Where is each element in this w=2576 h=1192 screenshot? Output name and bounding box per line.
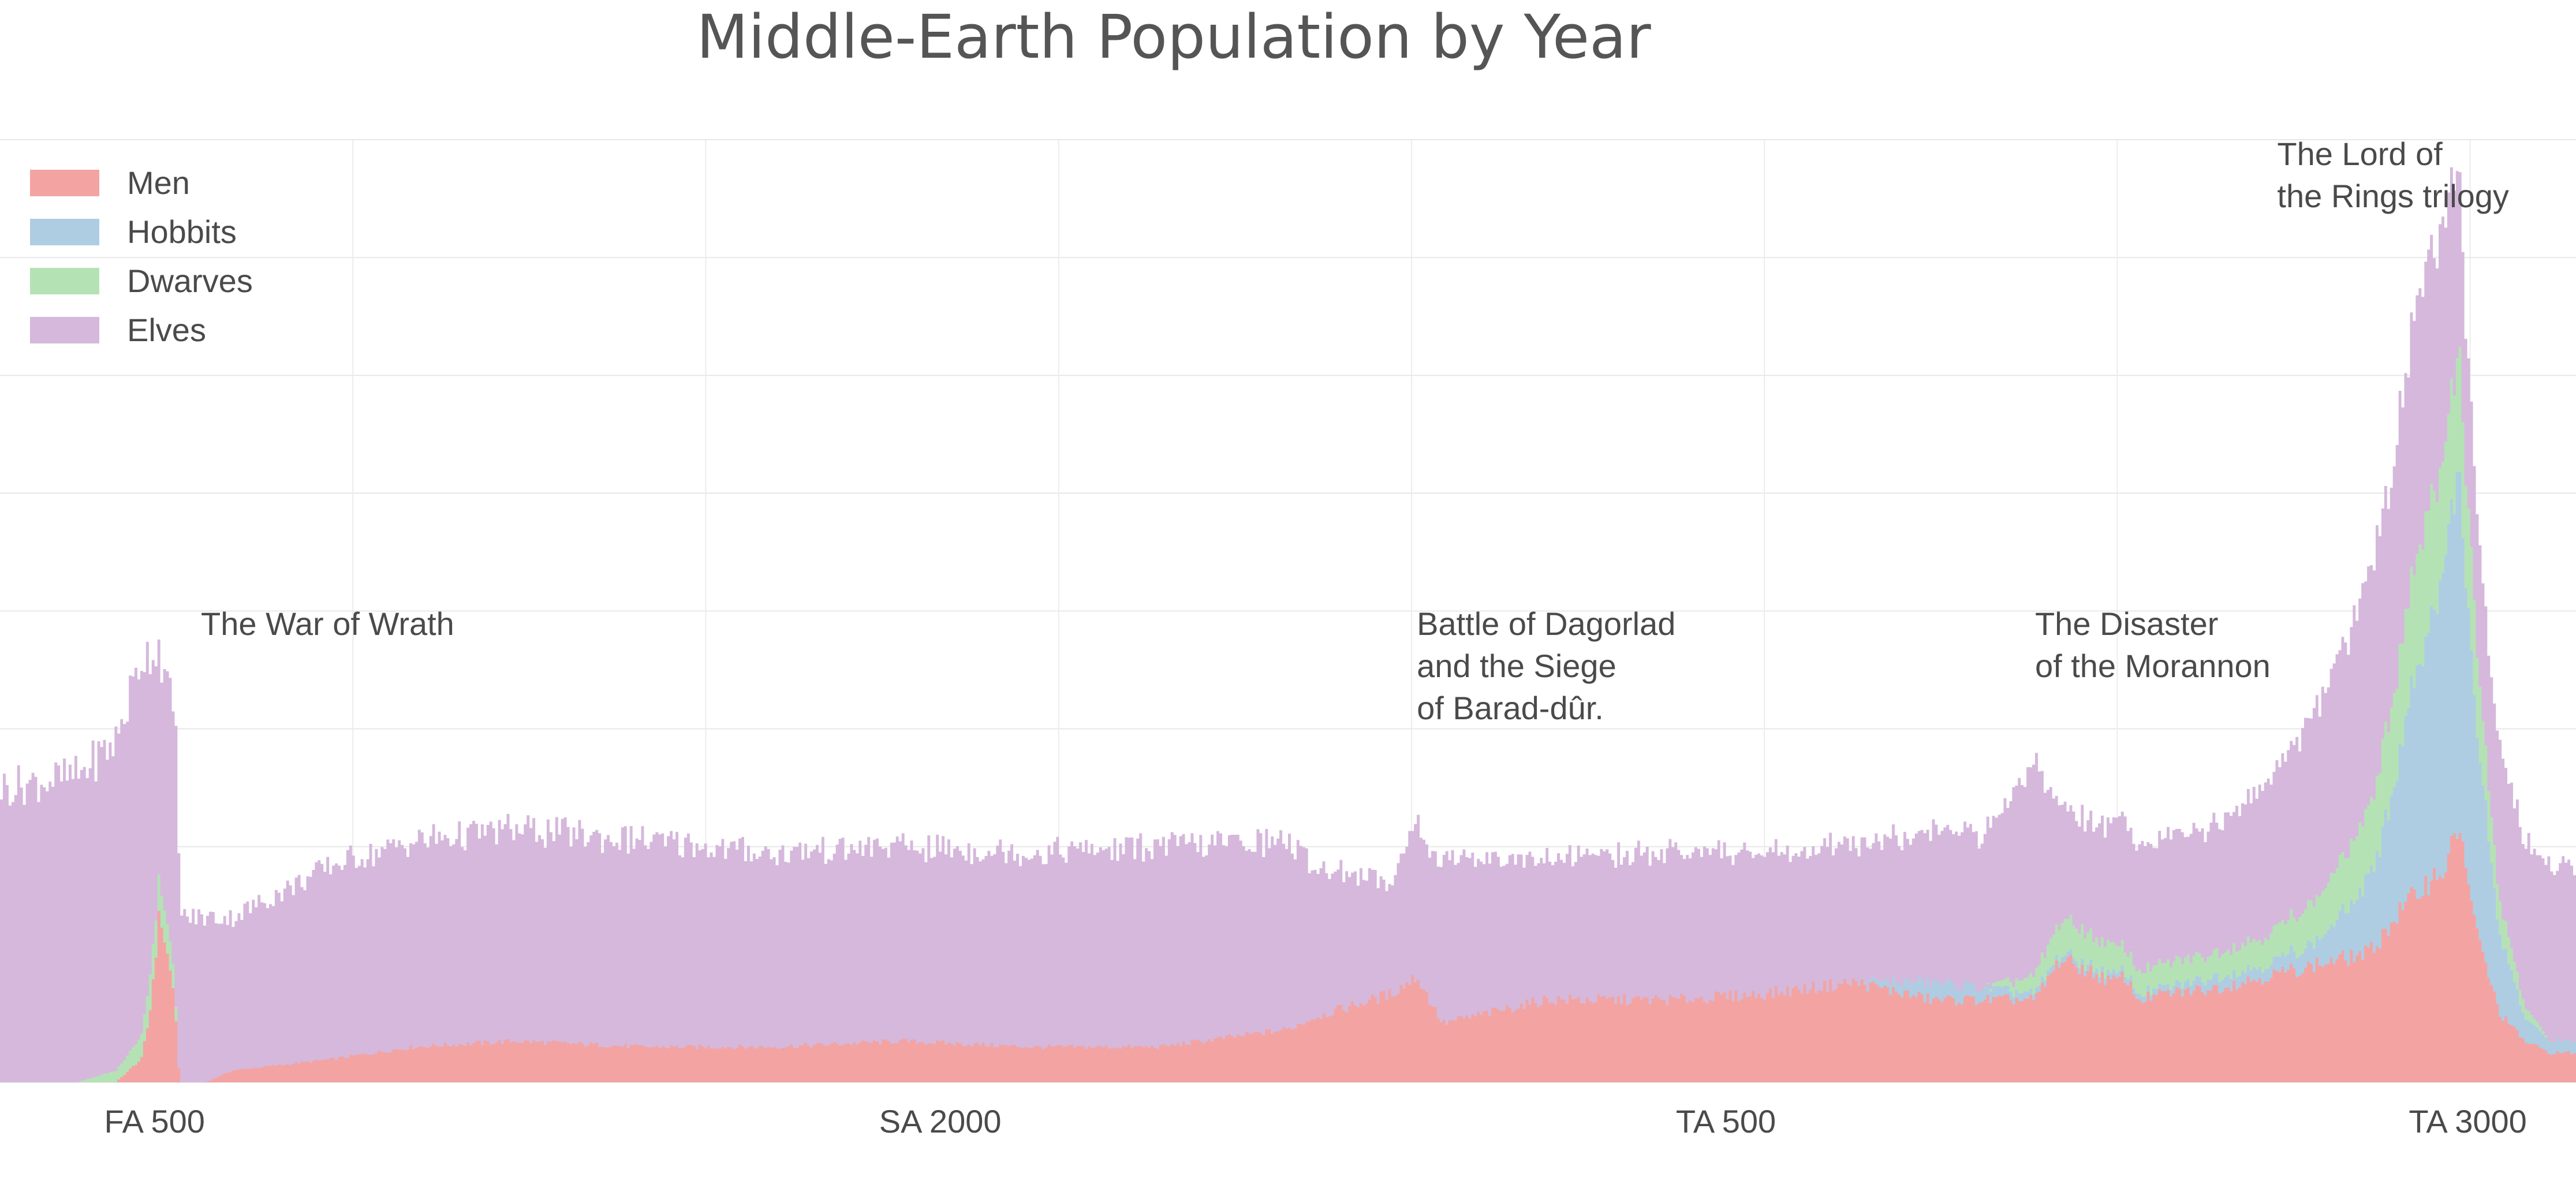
legend-swatch-elves xyxy=(30,317,99,343)
area-layers xyxy=(0,167,2576,1083)
annotations: The War of Wrath Battle of Dagorlad and th… xyxy=(201,136,2509,726)
x-axis-ticks: FA 500 SA 2000 TA 500 TA 3000 xyxy=(104,1103,2527,1139)
legend-swatch-hobbits xyxy=(30,219,99,245)
area-elves xyxy=(0,167,2576,1083)
x-tick-label: TA 3000 xyxy=(2409,1103,2526,1139)
annotation: The Disaster of the Morannon xyxy=(2035,606,2271,684)
legend-label-hobbits: Hobbits xyxy=(127,214,237,250)
annotation-line: Battle of Dagorlad xyxy=(1417,606,1675,642)
legend-label-men: Men xyxy=(127,165,190,201)
x-tick-label: SA 2000 xyxy=(879,1103,1002,1139)
annotation-line: of Barad-dûr. xyxy=(1417,690,1604,726)
legend-swatch-dwarves xyxy=(30,268,99,294)
annotation-line: The Lord of xyxy=(2277,136,2443,172)
area-men xyxy=(0,833,2576,1082)
x-tick-label: FA 500 xyxy=(104,1103,205,1139)
legend-swatch-men xyxy=(30,170,99,196)
annotation-line: and the Siege xyxy=(1417,648,1616,684)
chart-title: Middle-Earth Population by Year xyxy=(696,2,1651,72)
annotation: The War of Wrath xyxy=(201,606,454,642)
annotation-line: The Disaster xyxy=(2035,606,2218,642)
legend-label-dwarves: Dwarves xyxy=(127,263,253,299)
annotation-line: the Rings trilogy xyxy=(2277,178,2509,214)
annotation: The Lord of the Rings trilogy xyxy=(2277,136,2509,214)
annotation: Battle of Dagorlad and the Siege of Barad-… xyxy=(1417,606,1675,726)
annotation-line: of the Morannon xyxy=(2035,648,2271,684)
legend-label-elves: Elves xyxy=(127,312,206,348)
annotation-line: The War of Wrath xyxy=(201,606,454,642)
legend: Men Hobbits Dwarves Elves xyxy=(30,165,253,348)
x-tick-label: TA 500 xyxy=(1676,1103,1776,1139)
